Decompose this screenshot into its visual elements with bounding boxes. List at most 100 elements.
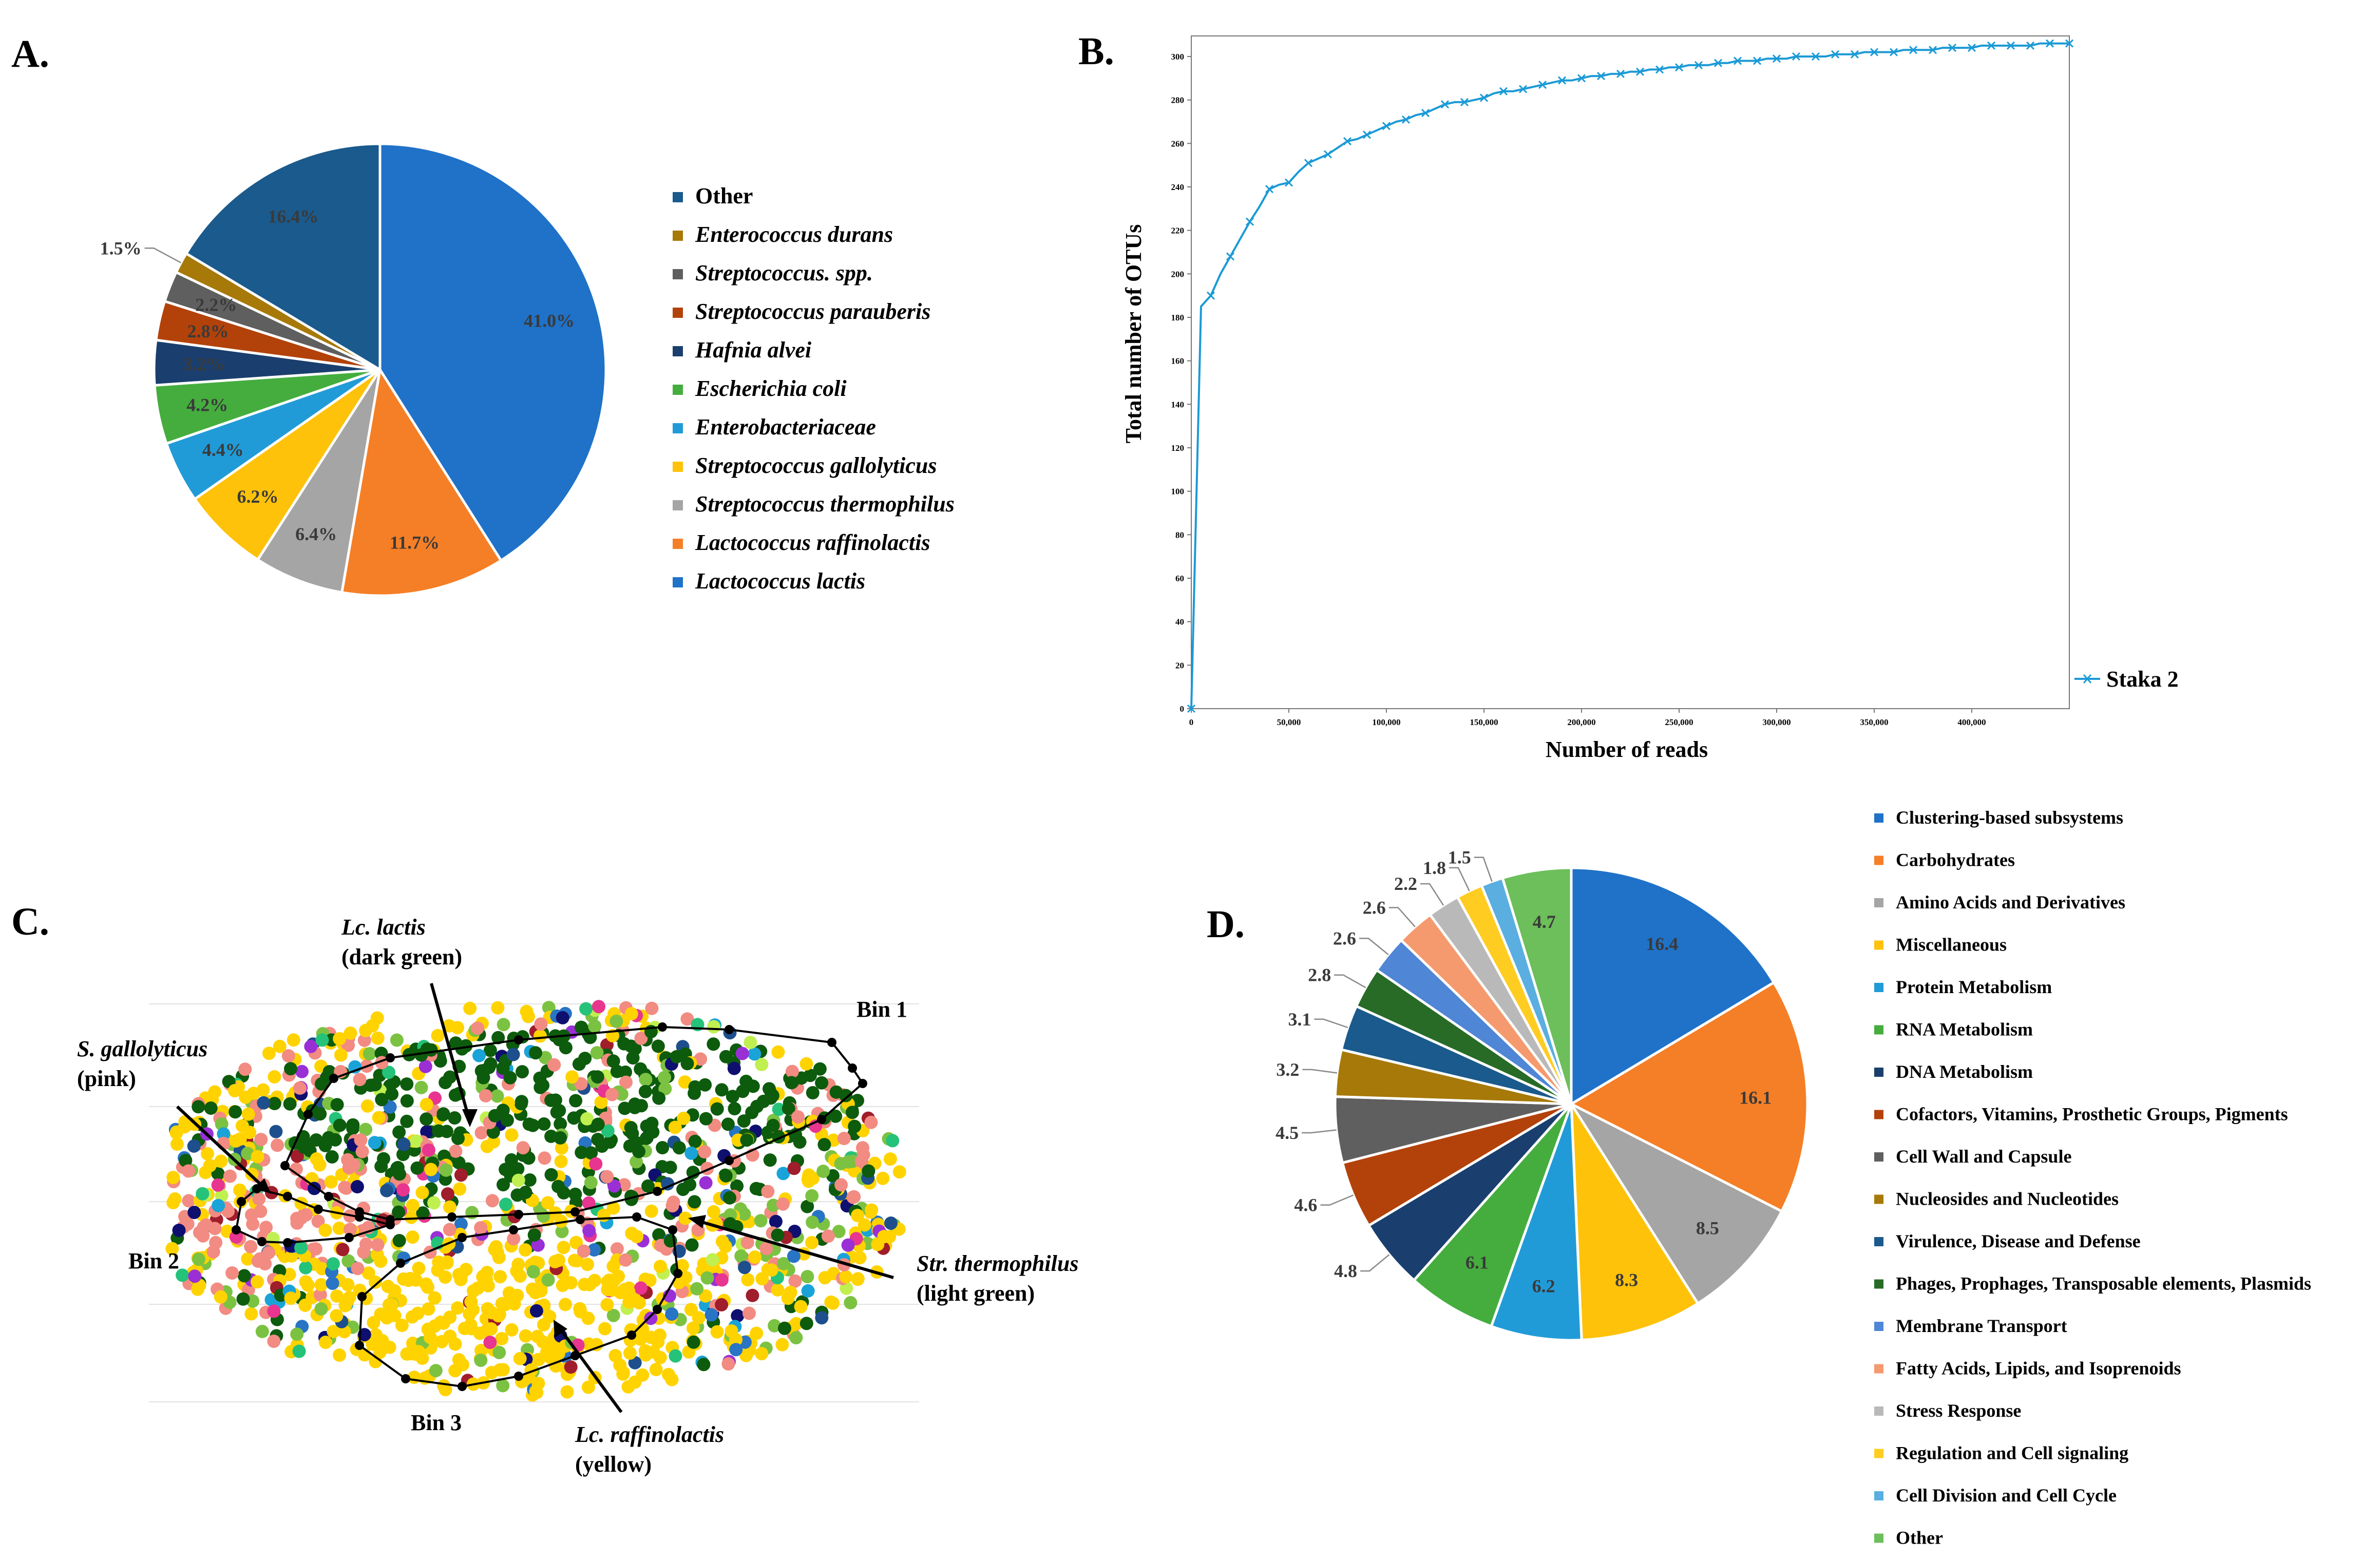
line-chart-b: 0 20 40 60 80 100 120 140 160 180 200 220 240 260 280 3… <box>1121 35 2179 762</box>
scatter-point <box>551 1346 565 1360</box>
scatter-point <box>392 1234 406 1247</box>
scatter-point <box>257 1096 271 1110</box>
scatter-point <box>484 1322 498 1336</box>
scatter-point <box>229 1134 243 1148</box>
scatter-point <box>172 1224 186 1237</box>
scatter-point <box>715 1083 729 1097</box>
scatter-point <box>740 1235 754 1249</box>
scatter-point <box>412 1345 426 1359</box>
scatter-point <box>813 1062 827 1076</box>
scatter-point <box>744 1036 757 1049</box>
scatter-point <box>424 1330 437 1344</box>
scatter-point <box>182 1164 195 1178</box>
scatter-point <box>178 1120 192 1134</box>
series-point <box>1421 109 1430 118</box>
pie-d-legend-swatch-membrane-transport <box>1874 1322 1883 1331</box>
bin-2-outline-vertex <box>257 1237 266 1246</box>
scatter-point <box>488 1109 502 1123</box>
scatter-point <box>318 1138 332 1152</box>
scatter-point <box>728 1102 741 1115</box>
scatter-point <box>829 1085 843 1099</box>
scatter-point <box>427 1196 441 1210</box>
scatter-point <box>698 1078 712 1092</box>
bin-1-outline-vertex <box>514 1210 523 1219</box>
anno-lc-raffinolactis-name: Lc. raffinolactis <box>575 1422 724 1447</box>
scatter-point <box>505 1323 519 1337</box>
pie-a-label-streptococcus-spp: 2.2% <box>195 295 237 315</box>
bin-1-outline-vertex <box>303 1110 313 1119</box>
arrowhead-s-gallolyticus <box>254 1178 271 1194</box>
scatter-point <box>632 1145 645 1158</box>
scatter-point <box>778 1321 791 1335</box>
scatter-point <box>396 1183 410 1197</box>
scatter-point <box>464 1322 478 1336</box>
scatter-point <box>419 1277 433 1291</box>
pie-a-legend-swatch-hafnia-alvei <box>673 346 683 356</box>
pie-a-legend-item-streptococcus-gallolyticus: Streptococcus gallolyticus <box>695 453 937 478</box>
pie-a-label-hafnia-alvei: 3.2% <box>183 354 224 374</box>
pie-d-legend-swatch-clustering-based-subsystems <box>1874 813 1883 823</box>
pie-d-label-amino-acids-and-derivatives: 8.5 <box>1696 1218 1719 1238</box>
scatter-point <box>511 1162 525 1176</box>
scatter-point <box>639 1073 653 1087</box>
y-tick-label: 120 <box>1171 443 1185 453</box>
scatter-point <box>801 1270 814 1284</box>
pie-d-legend-swatch-fatty-acids-lipids-and-isoprenoids <box>1874 1364 1883 1374</box>
bin-2-outline-vertex <box>283 1238 292 1247</box>
scatter-point <box>211 1178 225 1192</box>
scatter-point <box>483 1043 497 1057</box>
scatter-point <box>668 1120 682 1134</box>
scatter-point <box>318 1223 332 1237</box>
scatter-point <box>292 1344 306 1358</box>
pie-d-legend-swatch-other <box>1874 1533 1883 1543</box>
line-b-axes: 0 20 40 60 80 100 120 140 160 180 200 220 240 260 280 3… <box>1171 35 2070 727</box>
pie-d-legend-item-cell-wall-and-capsule: Cell Wall and Capsule <box>1896 1146 2071 1167</box>
scatter-point <box>254 1133 268 1147</box>
scatter-point <box>191 1282 204 1296</box>
scatter-point <box>610 1014 623 1028</box>
bin-2-outline-vertex <box>232 1225 241 1234</box>
scatter-point <box>268 1070 281 1083</box>
scatter-point <box>534 1017 548 1031</box>
scatter-point <box>676 1183 690 1196</box>
scatter-point <box>610 1064 624 1078</box>
scatter-point <box>560 1385 574 1399</box>
scatter-point <box>710 1102 724 1116</box>
scatter-point <box>781 1291 795 1305</box>
scatter-point <box>663 1161 677 1174</box>
scatter-point <box>818 1271 832 1285</box>
scatter-point <box>246 1217 260 1231</box>
scatter-point <box>474 1126 488 1139</box>
scatter-point <box>485 1306 499 1320</box>
scatter-point <box>361 1266 375 1280</box>
scatter-point <box>440 1256 454 1270</box>
scatter-point <box>346 1121 360 1135</box>
scatter-point <box>400 1114 414 1128</box>
scatter-point <box>799 1317 813 1330</box>
scatter-point <box>225 1266 239 1280</box>
scatter-point <box>710 1325 724 1339</box>
scatter-point <box>310 1152 323 1166</box>
scatter-point <box>298 1298 312 1312</box>
anno-lc-lactis-sub: (dark green) <box>341 944 462 969</box>
scatter-point <box>341 1254 355 1268</box>
pie-a-label-escherichia-coli: 4.2% <box>186 395 228 415</box>
scatter-point <box>739 1348 753 1362</box>
pie-d-legend-swatch-amino-acids-and-derivatives <box>1874 898 1883 907</box>
scatter-point <box>326 1277 339 1290</box>
scatter-point <box>771 1045 785 1059</box>
bin-1-outline-vertex <box>817 1115 826 1124</box>
scatter-point <box>166 1196 180 1209</box>
scatter-point <box>351 1262 365 1276</box>
pie-a-label-lactococcus-lactis: 41.0% <box>524 310 575 331</box>
scatter-point <box>531 1377 545 1390</box>
scatter-point <box>791 1110 805 1124</box>
scatter-point <box>768 1319 782 1333</box>
scatter-point <box>354 1133 368 1147</box>
scatter-point <box>534 1029 547 1043</box>
scatter-point <box>196 1187 210 1201</box>
scatter-point <box>371 1238 385 1252</box>
bin-2-outline-vertex <box>314 1205 323 1214</box>
scatter-point <box>817 1138 831 1151</box>
scatter-point <box>700 1271 714 1285</box>
